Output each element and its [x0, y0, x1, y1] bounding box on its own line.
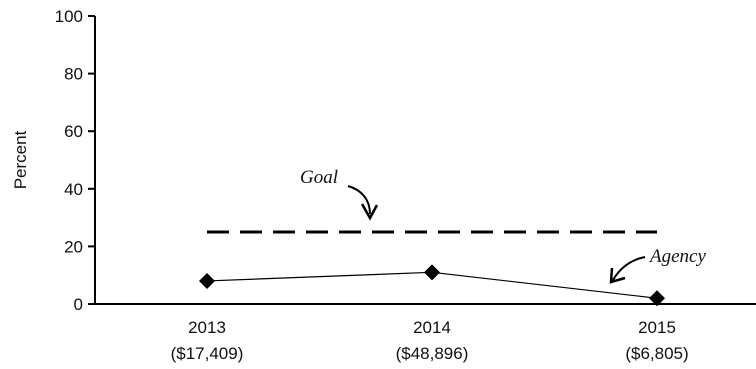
agency-arrow-head-icon	[609, 267, 626, 284]
goal-arrow-head-icon	[360, 203, 379, 221]
y-ticks: 0 20 40 60 80 100	[55, 7, 95, 314]
y-tick-label: 100	[55, 7, 83, 26]
goal-annotation: Goal	[300, 167, 338, 188]
x-tick-label-year: 2015	[638, 318, 676, 337]
y-tick-label: 80	[64, 65, 83, 84]
annotations: Goal Agency	[300, 167, 706, 284]
y-tick-label: 60	[64, 122, 83, 141]
y-tick-label: 20	[64, 237, 83, 256]
agency-annotation: Agency	[648, 246, 706, 267]
y-tick-label: 0	[74, 295, 83, 314]
x-tick-label-year: 2014	[413, 318, 451, 337]
x-tick-label-amount: ($48,896)	[396, 344, 469, 363]
y-tick-label: 40	[64, 180, 83, 199]
goal-arrow-icon	[347, 185, 371, 215]
x-tick-label-amount: ($6,805)	[625, 344, 688, 363]
axes	[94, 16, 756, 305]
x-labels: 2013 ($17,409) 2014 ($48,896) 2015 ($6,805)	[171, 318, 689, 363]
agency-data-point	[424, 264, 440, 281]
x-tick-label-amount: ($17,409)	[171, 344, 244, 363]
agency-data-point	[649, 290, 665, 307]
agency-arrow-icon	[612, 256, 646, 281]
series	[199, 230, 665, 307]
agency-data-point	[199, 272, 215, 289]
x-tick-label-year: 2013	[188, 318, 226, 337]
y-axis-label: Percent	[11, 130, 30, 189]
